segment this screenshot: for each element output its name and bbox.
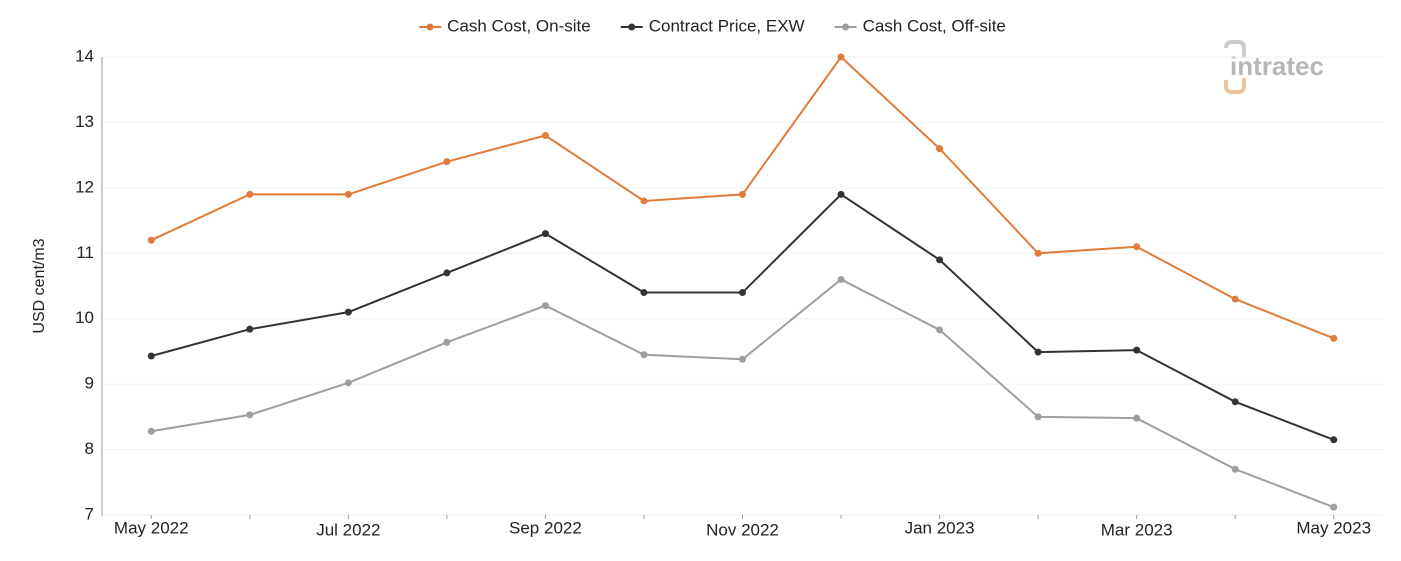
point — [936, 145, 944, 153]
y-tick-label: 14 — [75, 46, 94, 65]
point — [1133, 346, 1141, 354]
legend-marker — [426, 23, 434, 31]
point — [246, 325, 254, 333]
point — [443, 158, 451, 166]
point — [147, 236, 155, 244]
legend-item: Contract Price, EXW — [620, 16, 805, 35]
y-tick-label: 8 — [85, 439, 94, 458]
y-tick-label: 10 — [75, 308, 94, 327]
point — [246, 190, 254, 198]
point — [640, 197, 648, 205]
y-tick-label: 13 — [75, 112, 94, 131]
point — [936, 256, 944, 264]
series-line — [151, 278, 1335, 509]
legend-item: Cash Cost, On-site — [419, 16, 591, 35]
legend-label: Contract Price, EXW — [649, 16, 805, 35]
point — [1231, 398, 1239, 406]
point — [1034, 413, 1042, 421]
point — [1133, 243, 1141, 251]
point — [1034, 249, 1042, 257]
point — [739, 190, 746, 198]
legend-marker — [842, 23, 850, 31]
legend-label: Cash Cost, On-site — [447, 16, 591, 35]
series-line — [151, 193, 1335, 441]
legend-marker — [628, 23, 636, 31]
x-tick-label: Sep 2022 — [509, 518, 582, 537]
logo-icon — [1224, 40, 1246, 58]
point — [1034, 348, 1042, 356]
point — [1133, 414, 1141, 422]
point — [640, 351, 648, 359]
point — [640, 289, 648, 297]
y-tick-label: 12 — [75, 177, 94, 196]
y-tick-label: 9 — [85, 374, 94, 393]
logo-icon — [1224, 78, 1246, 94]
logo: intratec — [1224, 40, 1324, 94]
x-tick-label: May 2022 — [114, 518, 189, 537]
point — [1330, 334, 1338, 342]
legend-label: Cash Cost, Off-site — [863, 16, 1006, 35]
point — [344, 379, 352, 387]
point — [541, 132, 549, 140]
point — [541, 302, 549, 310]
legend-item: Cash Cost, Off-site — [834, 16, 1006, 35]
point — [936, 326, 944, 334]
x-tick-label: May 2023 — [1296, 518, 1371, 537]
point — [1231, 295, 1239, 303]
x-tick-label: Jul 2022 — [316, 520, 380, 539]
point — [1330, 436, 1338, 444]
point — [541, 230, 549, 238]
x-tick-label: Mar 2023 — [1101, 520, 1173, 539]
x-tick-label: Nov 2022 — [706, 520, 779, 539]
point — [246, 411, 254, 419]
point — [344, 308, 352, 316]
point — [837, 190, 845, 198]
y-tick-label: 7 — [85, 504, 94, 523]
point — [1231, 465, 1239, 473]
point — [443, 269, 451, 277]
logo-text: intratec — [1230, 51, 1324, 81]
point — [739, 355, 746, 363]
point — [147, 352, 155, 360]
y-tick-label: 11 — [76, 243, 94, 262]
point — [147, 427, 155, 435]
point — [344, 190, 352, 198]
point — [1330, 503, 1338, 511]
point — [837, 275, 845, 283]
point — [837, 53, 845, 61]
x-tick-label: Jan 2023 — [905, 518, 975, 537]
y-axis-label: USD cent/m3 — [31, 238, 48, 333]
point — [443, 338, 451, 346]
point — [739, 289, 746, 297]
legend: Cash Cost, On-site Contract Price, EXW Cas… — [419, 16, 1006, 35]
